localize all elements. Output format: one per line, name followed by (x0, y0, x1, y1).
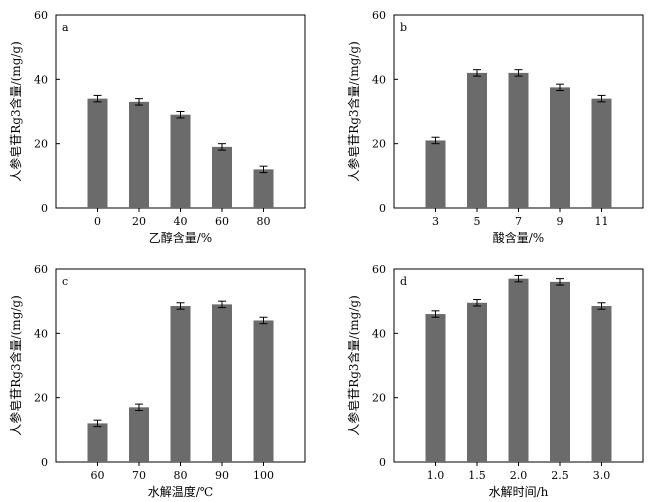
x-tick-label: 80 (174, 469, 188, 482)
x-tick-label: 80 (257, 215, 271, 228)
x-tick-label: 60 (91, 469, 105, 482)
bar (129, 101, 149, 208)
bar (212, 304, 232, 462)
y-axis-label: 人参皂苷Rg3含量/(mg/g) (8, 295, 23, 436)
x-axis-label: 酸含量/% (493, 230, 544, 245)
x-tick-label: 100 (253, 469, 274, 482)
x-axis-label: 水解时间/h (489, 485, 549, 499)
chart-panel-d: 0 20 40 60 1.0 1.5 2.0 2.5 3.0 d 水解时间/h 人参皂苷Rg3含量/(… (346, 263, 644, 499)
bar (591, 98, 612, 208)
bar (212, 146, 232, 208)
y-tick-label: 40 (34, 73, 48, 86)
chart-panel-a: 0 20 40 60 0 20 40 60 80 a 乙醇含量/% 人参皂苷Rg3含量/(mg/g) (8, 9, 306, 245)
bar (550, 87, 570, 208)
y-axis-label: 人参皂苷Rg3含量/(mg/g) (346, 295, 361, 436)
bar (508, 72, 529, 209)
bar (425, 314, 446, 462)
y-tick-label: 60 (372, 9, 386, 22)
y-tick-label: 60 (372, 263, 386, 276)
x-tick-label: 70 (132, 469, 146, 482)
x-tick-label: 3.0 (593, 469, 611, 482)
panel-label: c (62, 275, 68, 288)
bar (591, 305, 612, 462)
bar (170, 114, 191, 208)
y-tick-label: 20 (372, 138, 386, 151)
y-tick-label: 20 (372, 392, 386, 405)
y-tick-label: 0 (41, 202, 48, 215)
bar (508, 278, 529, 462)
bar (87, 98, 108, 208)
x-tick-label: 5 (474, 215, 481, 228)
x-tick-label: 2.0 (510, 469, 528, 482)
y-tick-label: 40 (372, 73, 386, 86)
x-tick-label: 2.5 (551, 469, 569, 482)
x-tick-label: 60 (215, 215, 229, 228)
panel-label: a (62, 21, 69, 34)
y-axis-label: 人参皂苷Rg3含量/(mg/g) (346, 41, 361, 182)
bar (253, 169, 274, 208)
x-tick-label: 9 (557, 215, 564, 228)
chart-panel-b: 0 20 40 60 3 5 7 9 11 b 酸含量/% 人参皂苷Rg3含量/(mg/g) (346, 9, 644, 245)
y-tick-label: 20 (34, 138, 48, 151)
y-axis-label: 人参皂苷Rg3含量/(mg/g) (8, 41, 23, 182)
bar (129, 407, 149, 462)
x-tick-label: 11 (595, 215, 609, 228)
x-tick-label: 90 (215, 469, 229, 482)
x-axis-label: 乙醇含量/% (149, 230, 212, 245)
bar (550, 281, 570, 462)
bar (253, 320, 274, 462)
x-tick-label: 40 (174, 215, 188, 228)
bar (87, 423, 108, 462)
panel-label: d (400, 275, 407, 288)
bar (425, 140, 446, 208)
panel-label: b (400, 21, 407, 34)
y-tick-label: 60 (34, 263, 48, 276)
x-tick-label: 3 (432, 215, 439, 228)
x-tick-label: 0 (94, 215, 101, 228)
y-tick-label: 40 (34, 327, 48, 340)
x-axis-label: 水解温度/℃ (148, 484, 213, 499)
bar (467, 72, 487, 209)
y-tick-label: 20 (34, 392, 48, 405)
y-tick-label: 40 (372, 327, 386, 340)
y-tick-label: 0 (41, 456, 48, 469)
x-tick-label: 7 (515, 215, 522, 228)
y-tick-label: 0 (379, 202, 386, 215)
x-tick-label: 1.5 (468, 469, 486, 482)
y-tick-label: 0 (379, 456, 386, 469)
x-tick-label: 1.0 (427, 469, 445, 482)
chart-panel-c: 0 20 40 60 60 70 80 90 100 c 水解温度/℃ 人参皂苷Rg3含量/(mg/g… (8, 263, 306, 499)
bar (170, 305, 191, 462)
x-tick-label: 20 (132, 215, 146, 228)
bar (467, 302, 487, 462)
y-tick-label: 60 (34, 9, 48, 22)
